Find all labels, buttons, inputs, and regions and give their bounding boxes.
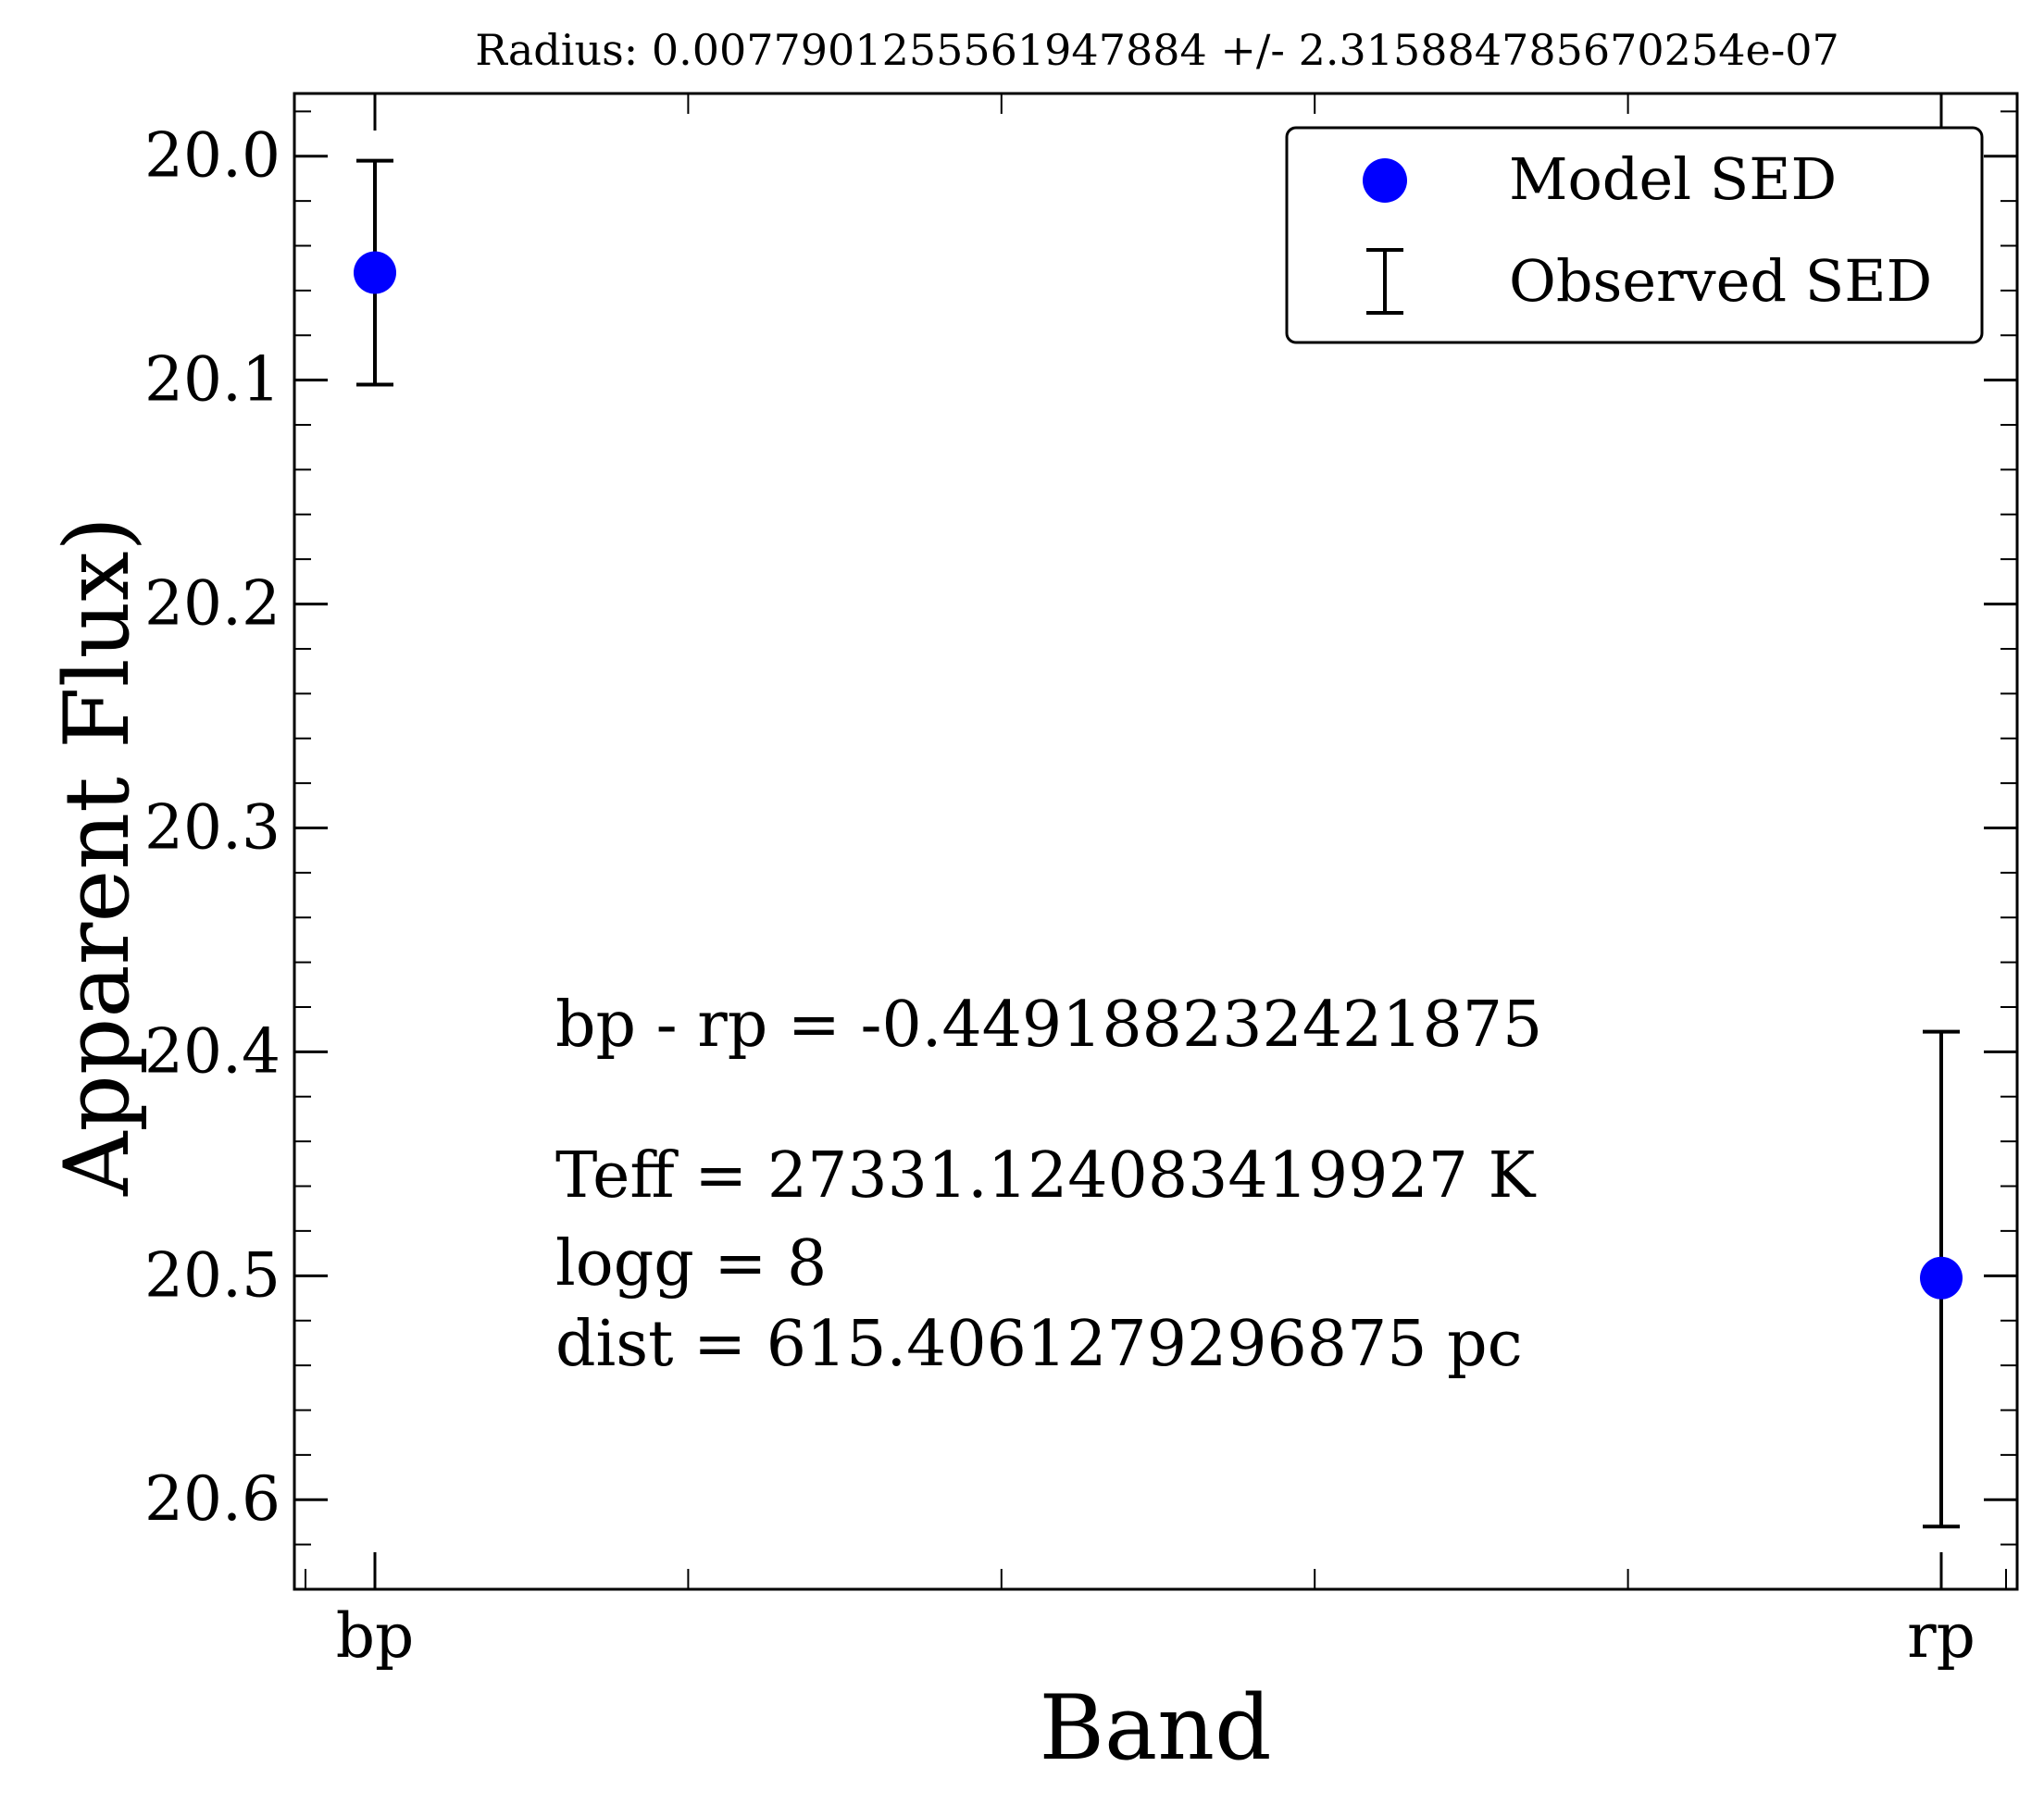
- annotation-logg: logg = 8: [555, 1227, 827, 1300]
- annotation-color-index: bp - rp = -0.449188232421875: [555, 989, 1542, 1062]
- data-marks: [354, 158, 1963, 1529]
- y-tick: 20.3: [144, 791, 2017, 863]
- y-tick-label: 20.5: [144, 1239, 280, 1311]
- legend-model-sed-label: Model SED: [1509, 145, 1837, 213]
- legend-observed-sed-marker: [1366, 248, 1403, 315]
- y-tick: 20.1: [144, 344, 2017, 416]
- legend: Model SED Observed SED: [1285, 126, 1984, 344]
- x-axis-ticks: bp rp: [305, 93, 2007, 1672]
- x-tick-label: bp: [336, 1600, 415, 1672]
- chart-title: Radius: 0.0077901255561947884 +/- 2.3158…: [475, 25, 1839, 75]
- y-tick: 20.2: [144, 568, 2017, 640]
- y-tick-label: 20.4: [144, 1015, 280, 1087]
- y-tick: 20.6: [144, 1463, 2017, 1535]
- plot-frame: [293, 92, 2019, 1591]
- y-axis-label: Apparent Flux): [45, 516, 149, 1197]
- model-sed-point: [1920, 1256, 1963, 1300]
- y-tick-label: 20.3: [144, 791, 280, 863]
- legend-model-sed-marker: [1363, 158, 1407, 203]
- y-axis-ticks: 20.0 20.1 20.2 20.3 20.4 20.5 20.6: [144, 110, 2017, 1590]
- y-tick-label: 20.0: [144, 120, 280, 192]
- legend-box: [1285, 126, 1984, 344]
- y-tick-label: 20.6: [144, 1463, 280, 1535]
- legend-observed-sed-label: Observed SED: [1509, 247, 1932, 315]
- model-sed-point: [354, 251, 396, 294]
- y-tick: 20.5: [144, 1239, 2017, 1311]
- y-tick-label: 20.1: [144, 344, 280, 416]
- y-tick-label: 20.2: [144, 568, 280, 640]
- y-tick: 20.0: [144, 120, 2017, 192]
- y-tick: 20.4: [144, 1015, 2017, 1087]
- x-tick: rp: [1907, 93, 1975, 1672]
- x-axis-label: Band: [1039, 1676, 1271, 1780]
- x-tick-label: rp: [1907, 1600, 1975, 1672]
- x-tick: bp: [336, 93, 415, 1672]
- annotation-dist: dist = 615.4061279296875 pc: [555, 1308, 1523, 1381]
- annotation-teff: Teff = 27331.124083419927 K: [555, 1139, 1537, 1213]
